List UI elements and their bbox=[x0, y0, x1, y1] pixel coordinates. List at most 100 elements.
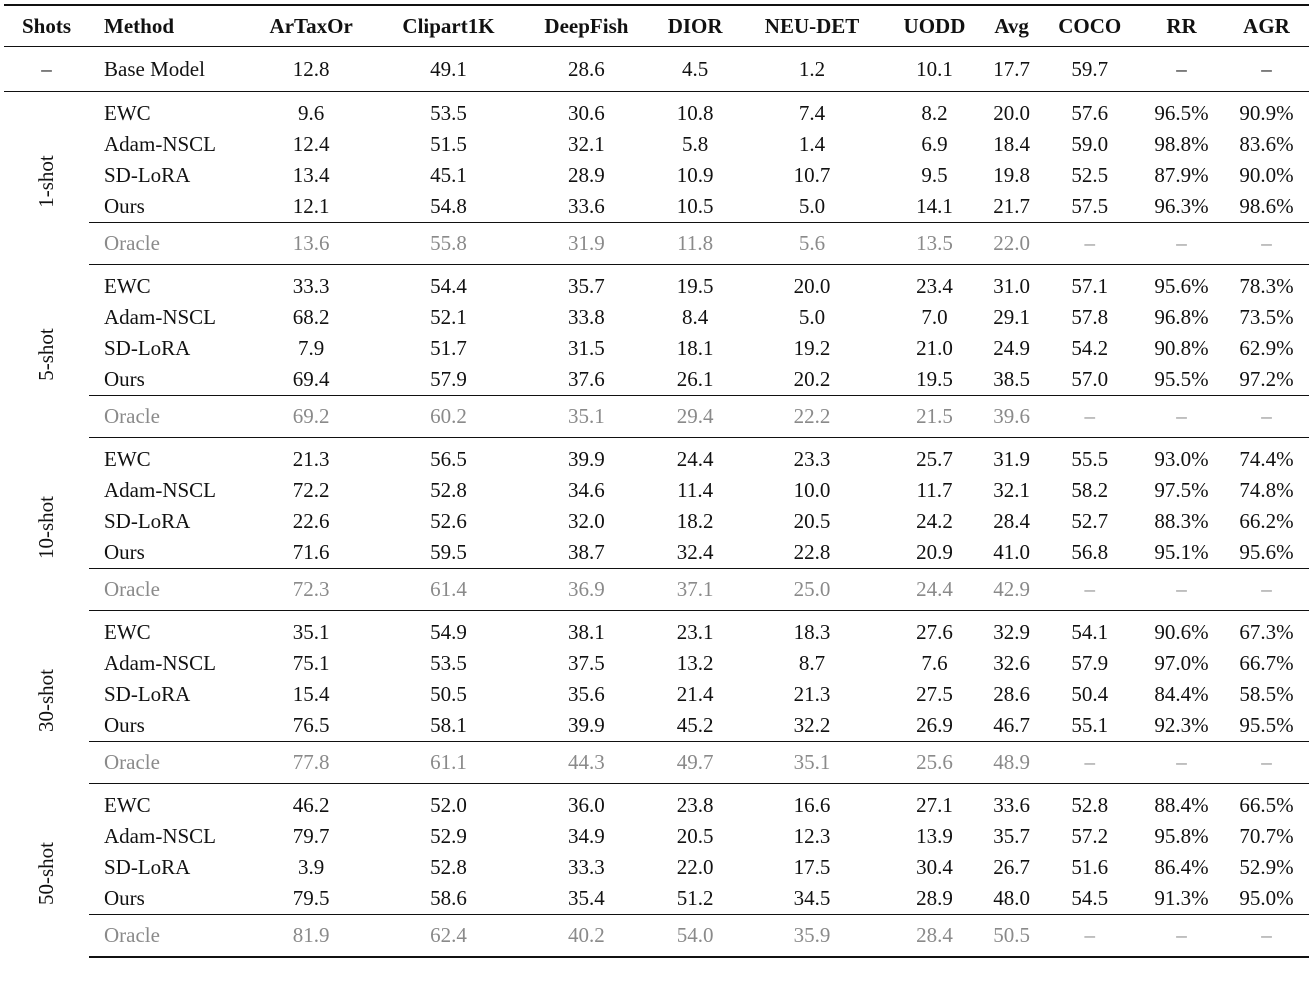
value-cell: 20.5 bbox=[793, 509, 831, 533]
method-cell: SD-LoRA bbox=[104, 682, 191, 706]
value-cell: 9.6 bbox=[298, 101, 325, 125]
oracle-row: Oracle 72.3 61.4 36.9 37.1 25.0 24.4 42.9– – – bbox=[4, 568, 1309, 611]
value-cell: 29.1 bbox=[993, 305, 1031, 329]
method-cell: EWC bbox=[104, 793, 151, 817]
value-cell: 29.4 bbox=[652, 395, 739, 438]
value-cell: 52.8 bbox=[430, 478, 467, 502]
value-cell: 57.5 bbox=[1071, 194, 1109, 218]
value-cell: 7.9 bbox=[298, 336, 325, 360]
col-header-agr: AGR bbox=[1223, 4, 1309, 47]
table-body: – Base Model 12.8 49.1 28.6 4.5 1.2 10.1 17.7 59.… bbox=[4, 46, 1309, 958]
value-cell: 49.1 bbox=[376, 46, 521, 92]
value-cell: 7.4 bbox=[798, 101, 826, 125]
table-row: Adam-NSCL 75.1 53.5 37.5 13.2 8.7 7.6 32.6 57.9 9… bbox=[4, 648, 1309, 679]
shots-group-label: 1-shot bbox=[4, 92, 89, 265]
value-cell: 60.2 bbox=[376, 395, 521, 438]
value-cell: 28.9 bbox=[916, 886, 953, 910]
value-cell: 33.6 bbox=[993, 793, 1031, 817]
value-cell: 20.9 bbox=[916, 540, 953, 564]
value-cell: 95.5% bbox=[1239, 713, 1294, 737]
value-cell: 22.0 bbox=[982, 222, 1041, 265]
value-cell: 25.7 bbox=[916, 447, 953, 471]
method-cell: EWC bbox=[104, 620, 151, 644]
value-cell: 6.9 bbox=[921, 132, 948, 156]
value-cell: 45.2 bbox=[676, 713, 714, 737]
value-cell: 95.6% bbox=[1154, 274, 1209, 298]
method-cell: Oracle bbox=[89, 741, 246, 784]
value-cell: 21.3 bbox=[292, 447, 330, 471]
value-cell: 13.4 bbox=[292, 163, 330, 187]
value-cell: 52.9% bbox=[1239, 855, 1294, 879]
value-cell: 95.1% bbox=[1154, 540, 1209, 564]
value-cell: – bbox=[1223, 741, 1309, 784]
value-cell: 76.5 bbox=[292, 713, 330, 737]
value-cell: 90.6% bbox=[1154, 620, 1209, 644]
value-cell: 93.0% bbox=[1154, 447, 1209, 471]
value-cell: – bbox=[1139, 222, 1224, 265]
value-cell: – bbox=[1139, 46, 1224, 92]
value-cell: 33.3 bbox=[292, 274, 330, 298]
value-cell: 13.6 bbox=[246, 222, 377, 265]
value-cell: 34.9 bbox=[568, 824, 605, 848]
col-header-shots: Shots bbox=[4, 4, 89, 47]
col-header-deepfish: DeepFish bbox=[520, 4, 653, 47]
value-cell: 56.8 bbox=[1071, 540, 1109, 564]
value-cell: 10.1 bbox=[886, 46, 983, 92]
table-row: Ours 12.1 54.8 33.6 10.5 5.0 14.1 21.7 57.5 96.3%… bbox=[4, 191, 1309, 223]
value-cell: 20.0 bbox=[993, 101, 1031, 125]
value-cell: 33.3 bbox=[568, 855, 605, 879]
value-cell: 58.1 bbox=[430, 713, 467, 737]
value-cell: 54.5 bbox=[1071, 886, 1109, 910]
value-cell: 84.4% bbox=[1154, 682, 1209, 706]
col-header-artaxor: ArTaxOr bbox=[246, 4, 377, 47]
method-cell: Oracle bbox=[89, 222, 246, 265]
value-cell: 39.9 bbox=[568, 713, 605, 737]
value-cell: 32.4 bbox=[676, 540, 714, 564]
value-cell: 52.8 bbox=[430, 855, 467, 879]
value-cell: 71.6 bbox=[292, 540, 330, 564]
value-cell: 91.3% bbox=[1154, 886, 1209, 910]
header-row: Shots Method ArTaxOr Clipart1K DeepFish … bbox=[4, 4, 1309, 47]
value-cell: 72.2 bbox=[292, 478, 330, 502]
value-cell: 66.7% bbox=[1239, 651, 1294, 675]
value-cell: 23.3 bbox=[793, 447, 831, 471]
value-cell: 38.5 bbox=[993, 367, 1031, 391]
value-cell: 5.0 bbox=[798, 305, 826, 329]
table-row: SD-LoRA 13.4 45.1 28.9 10.9 10.7 9.5 19.8 52.5 87… bbox=[4, 160, 1309, 191]
value-cell: 32.2 bbox=[793, 713, 831, 737]
value-cell: – bbox=[1139, 741, 1224, 784]
method-cell: Ours bbox=[104, 194, 145, 218]
value-cell: 33.6 bbox=[568, 194, 605, 218]
shots-label: 50-shot bbox=[34, 841, 58, 905]
value-cell: 5.6 bbox=[738, 222, 887, 265]
table-row: SD-LoRA 15.4 50.5 35.6 21.4 21.3 27.5 28.6 50.4 8… bbox=[4, 679, 1309, 710]
value-cell: – bbox=[1223, 568, 1309, 611]
oracle-row: Oracle 69.2 60.2 35.1 29.4 22.2 21.5 39.6– – – bbox=[4, 395, 1309, 438]
value-cell: 57.1 bbox=[1071, 274, 1109, 298]
value-cell: 45.1 bbox=[430, 163, 467, 187]
value-cell: 24.4 bbox=[886, 568, 983, 611]
oracle-row: Oracle 81.9 62.4 40.2 54.0 35.9 28.4 50.5– – – bbox=[4, 914, 1309, 958]
value-cell: 54.4 bbox=[430, 274, 467, 298]
value-cell: 35.1 bbox=[520, 395, 653, 438]
table-row: Adam-NSCL 68.2 52.1 33.8 8.4 5.0 7.0 29.1 57.8 96… bbox=[4, 302, 1309, 333]
shots-group-label: 50-shot bbox=[4, 784, 89, 958]
value-cell: 28.6 bbox=[993, 682, 1031, 706]
value-cell: 61.1 bbox=[376, 741, 521, 784]
value-cell: 18.4 bbox=[993, 132, 1031, 156]
value-cell: 54.8 bbox=[430, 194, 467, 218]
shots-label: 10-shot bbox=[34, 495, 58, 559]
method-cell: Ours bbox=[104, 713, 145, 737]
value-cell: 1.2 bbox=[738, 46, 887, 92]
results-table: Shots Method ArTaxOr Clipart1K DeepFish … bbox=[4, 4, 1309, 958]
value-cell: 10.0 bbox=[793, 478, 831, 502]
value-cell: 35.1 bbox=[738, 741, 887, 784]
method-cell: EWC bbox=[104, 274, 151, 298]
oracle-row: Oracle 13.6 55.8 31.9 11.8 5.6 13.5 22.0– – – bbox=[4, 222, 1309, 265]
table-row: 1-shot EWC 9.6 53.5 30.6 10.8 7.4 8.2 20.0 57.6 96… bbox=[4, 92, 1309, 208]
table-row: SD-LoRA 22.6 52.6 32.0 18.2 20.5 24.2 28.4 52.7 8… bbox=[4, 506, 1309, 537]
value-cell: 83.6% bbox=[1239, 132, 1294, 156]
value-cell: 55.8 bbox=[376, 222, 521, 265]
col-header-dior: DIOR bbox=[652, 4, 739, 47]
